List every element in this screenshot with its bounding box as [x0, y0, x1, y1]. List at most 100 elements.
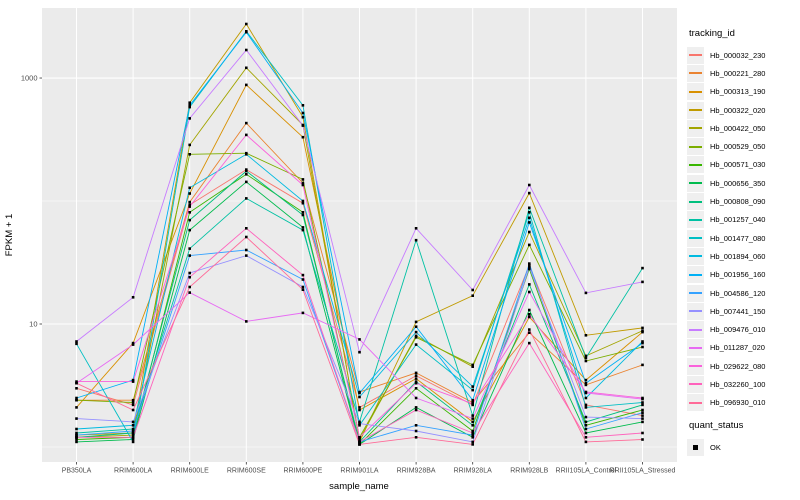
legend-item-label: Hb_004586_120 [710, 288, 766, 298]
data-point [414, 238, 418, 242]
data-point [75, 381, 78, 385]
legend-title-quant-status: quant_status [689, 419, 744, 431]
data-point [414, 320, 418, 324]
data-point [641, 363, 644, 367]
legend-line-icon [689, 346, 702, 349]
legend-line-icon [689, 310, 702, 313]
legend-key-swatch [687, 438, 704, 456]
data-point [358, 420, 361, 424]
legend-key-swatch [687, 394, 704, 412]
legend-line-icon [689, 292, 702, 294]
data-point [528, 265, 531, 269]
data-point [188, 117, 191, 120]
data-point [301, 124, 305, 127]
data-point [641, 417, 644, 420]
data-point [75, 438, 78, 441]
data-point [188, 101, 191, 104]
data-point [584, 334, 588, 337]
legend-item-label: Hb_096930_010 [710, 398, 766, 408]
data-point [471, 429, 474, 433]
data-point [471, 294, 474, 297]
data-point [188, 291, 191, 294]
data-point [131, 403, 135, 407]
legend-key-swatch [687, 64, 704, 82]
data-point [131, 380, 135, 383]
data-point [188, 247, 191, 250]
data-point [414, 343, 418, 346]
data-point [188, 218, 191, 222]
data-point [471, 388, 474, 392]
data-point [245, 248, 248, 252]
data-point [188, 203, 191, 207]
legend-item-Hb_000808_090: Hb_000808_090 [687, 192, 799, 211]
x-tick-label: RRII105LA_Stressed [610, 468, 676, 475]
data-point [131, 408, 135, 412]
legend-item-label: Hb_032260_100 [710, 379, 766, 389]
data-point [414, 436, 418, 439]
legend-item-Hb_004586_120: Hb_004586_120 [687, 284, 799, 302]
data-point [414, 381, 418, 385]
data-point [75, 380, 78, 383]
legend-item-Hb_000221_280: Hb_000221_280 [687, 64, 799, 82]
data-point [471, 288, 474, 292]
data-point [245, 227, 248, 230]
quant-legend-item: OK [687, 438, 799, 456]
data-point [584, 440, 588, 444]
data-point [245, 180, 248, 184]
data-point [358, 422, 361, 425]
legend-key-swatch [687, 247, 704, 265]
data-point [358, 395, 361, 399]
data-point [301, 211, 305, 214]
data-point [528, 267, 531, 271]
data-point [131, 296, 135, 299]
data-point [245, 169, 248, 173]
x-tick-label: RRIM928LB [510, 468, 548, 475]
legend-line-icon [689, 163, 702, 166]
data-point [641, 411, 644, 414]
black-square-point-icon [693, 444, 698, 450]
legend-item-label: Hb_000032_230 [710, 50, 766, 60]
data-point [584, 390, 588, 394]
legend-line-icon [689, 200, 702, 203]
data-point [471, 431, 474, 435]
data-points [75, 22, 644, 446]
data-point [75, 433, 78, 437]
data-point [188, 143, 191, 147]
data-point [75, 387, 78, 390]
x-tick-label: RRIM600LA [114, 468, 152, 475]
data-point [414, 227, 418, 230]
legend-item-label: Hb_000313_190 [710, 87, 766, 97]
data-point [528, 191, 531, 195]
x-tick-label: RRIM600PE [283, 468, 322, 475]
data-point [641, 396, 644, 400]
data-point [301, 183, 305, 187]
legend-item-label: Hb_000322_020 [710, 105, 766, 115]
data-point [471, 424, 474, 427]
data-point [584, 381, 588, 385]
data-point [584, 431, 588, 435]
legend-line-icon [689, 54, 702, 57]
legend-key-swatch [687, 101, 704, 119]
data-point [584, 291, 588, 295]
data-point [245, 173, 248, 176]
data-point [358, 440, 361, 444]
legend-item-Hb_000571_030: Hb_000571_030 [687, 156, 799, 174]
legend-line-icon [689, 273, 702, 276]
axes: 10 1000 PB350LA RRIM600LA RRIM600LE RRIM600SE… [21, 74, 676, 475]
data-point [641, 408, 644, 412]
data-point [188, 275, 191, 279]
data-point [414, 424, 418, 427]
legend-item-Hb_000313_190: Hb_000313_190 [687, 83, 799, 101]
data-point [528, 328, 531, 331]
x-tick-label: RRIM600LE [171, 468, 209, 475]
legend-item-Hb_001894_060: Hb_001894_060 [687, 247, 799, 265]
data-point [528, 230, 531, 234]
data-point [528, 313, 531, 316]
data-point [301, 285, 305, 289]
data-point [641, 266, 644, 270]
data-point [245, 235, 248, 239]
data-point [471, 402, 474, 405]
data-point [471, 414, 474, 417]
data-point [188, 104, 191, 107]
legend-entries: Hb_000032_230 Hb_000221_280 Hb_000313_190 H… [687, 46, 799, 412]
